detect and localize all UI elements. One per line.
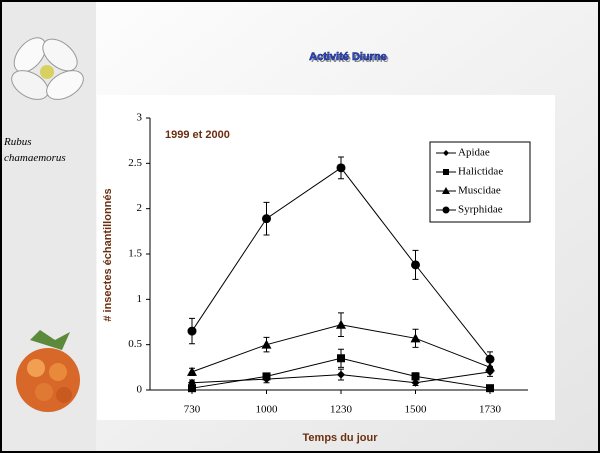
y-tick-label: 1.5 — [128, 248, 142, 260]
data-point — [263, 372, 271, 380]
y-tick-label: 3 — [137, 112, 143, 124]
data-point — [411, 260, 420, 269]
x-tick-label: 1500 — [405, 404, 428, 416]
caption-line: Rubus — [3, 136, 32, 148]
legend-label: Muscidae — [458, 185, 501, 197]
x-tick-label: 1000 — [256, 404, 279, 416]
legend-label: Halictidae — [458, 166, 503, 178]
data-point — [486, 355, 495, 364]
legend-marker — [443, 169, 449, 175]
y-tick-label: 2.5 — [128, 157, 142, 169]
data-point — [412, 372, 420, 380]
y-tick-label: 1 — [137, 293, 143, 305]
legend-label: Apidae — [458, 147, 490, 159]
slide-title: Activité Diurne — [309, 51, 387, 63]
x-tick-label: 730 — [184, 404, 201, 416]
slide: Rubuschamaemorus Activité Diurne Activit… — [0, 0, 600, 453]
x-tick-label: 1730 — [479, 404, 502, 416]
annotation: 1999 et 2000 — [165, 129, 230, 141]
x-tick-label: 1230 — [330, 404, 353, 416]
y-tick-label: 0.5 — [128, 338, 142, 350]
y-tick-label: 0 — [137, 384, 143, 396]
legend-marker — [443, 207, 450, 214]
data-point — [337, 163, 346, 172]
y-tick-label: 2 — [137, 202, 143, 214]
data-point — [262, 214, 271, 223]
data-point — [188, 384, 196, 392]
x-axis-label: Temps du jour — [303, 432, 379, 444]
data-point — [486, 384, 494, 392]
legend-label: Syrphidae — [458, 204, 503, 216]
y-axis-label: # insectes échantillonnés — [102, 188, 114, 321]
data-point — [337, 354, 345, 362]
caption-line: chamaemorus — [4, 152, 66, 164]
data-point — [188, 327, 197, 336]
